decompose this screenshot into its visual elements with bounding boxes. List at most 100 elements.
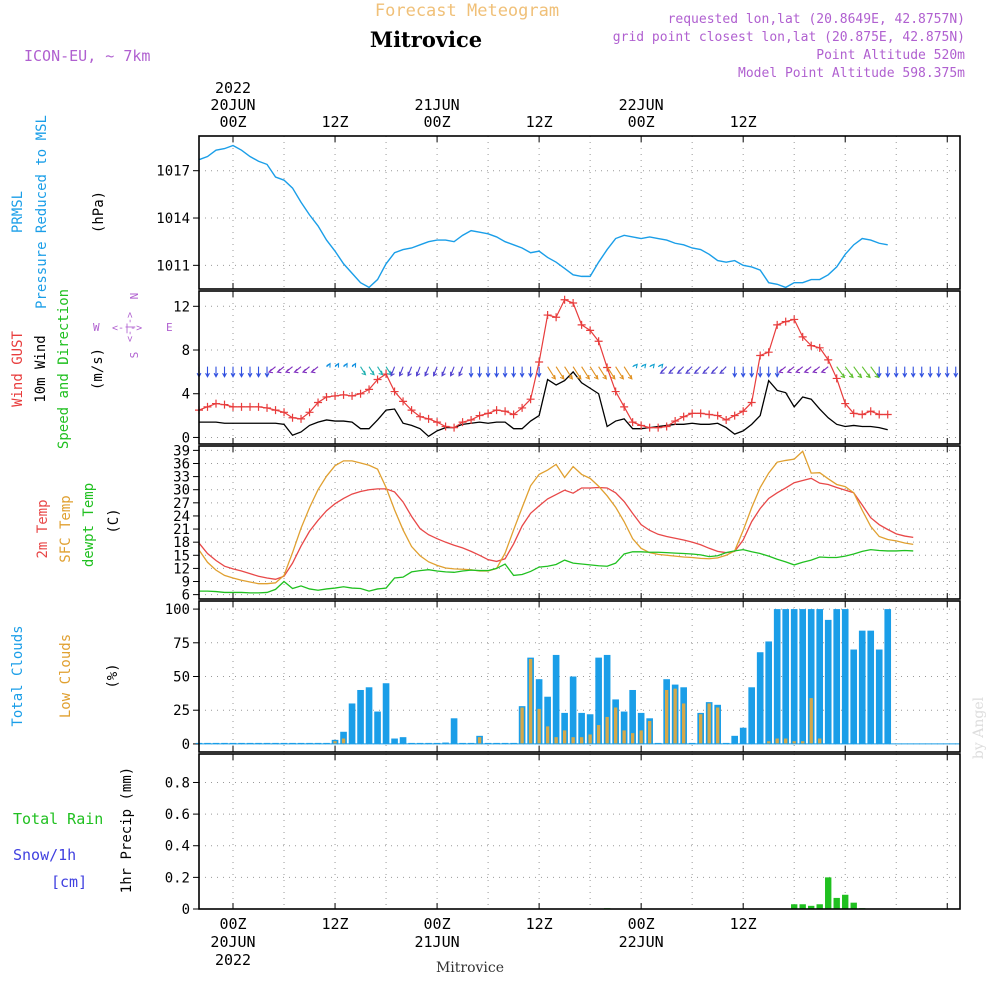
- wind-direction-arrow: [657, 363, 664, 369]
- y-tick-label: 6: [182, 588, 190, 604]
- wind-direction-arrow: [301, 366, 310, 374]
- grid-point-coords: grid point closest lon,lat (20.875E, 42.…: [613, 30, 965, 45]
- total-cloud-bar: [399, 737, 407, 744]
- total-cloud-bar: [875, 649, 883, 744]
- wind-direction-arrow: [511, 366, 517, 378]
- wind-direction-arrow: [293, 366, 302, 374]
- wind-direction-arrow: [424, 366, 430, 377]
- gust-marker: [433, 418, 442, 427]
- gust-marker: [620, 402, 629, 411]
- temp-line-1: [198, 450, 914, 585]
- wind-direction-arrow: [433, 366, 438, 377]
- total-cloud-bar: [731, 735, 738, 744]
- y-tick-label: 0.4: [165, 839, 190, 855]
- gust-marker: [883, 410, 892, 419]
- wind-direction-arrow: [749, 366, 755, 378]
- wind-direction-arrow: [256, 366, 261, 378]
- gust-marker: [730, 411, 739, 420]
- y-tick-label: 0.6: [165, 807, 190, 823]
- label-prmsl: PRMSL: [10, 191, 26, 233]
- total-cloud-bar: [544, 696, 551, 744]
- gust-marker: [756, 351, 765, 360]
- top-x-tick-label: 00Z: [219, 113, 246, 131]
- wind-direction-arrow: [812, 366, 821, 374]
- top-x-tick-label: 2022: [215, 79, 251, 97]
- low-cloud-bar: [784, 738, 788, 744]
- gust-marker: [866, 407, 875, 416]
- wind-direction-arrow: [276, 366, 285, 374]
- gust-marker: [373, 375, 382, 384]
- requested-coords: requested lon,lat (20.8649E, 42.8757N): [668, 12, 965, 27]
- wind-direction-arrow: [685, 366, 693, 374]
- wind-direction-arrow: [710, 366, 719, 374]
- low-cloud-bar: [605, 716, 609, 744]
- wind-direction-arrow: [351, 362, 357, 368]
- y-tick-label: 0: [182, 902, 190, 918]
- label-low-clouds: Low Clouds: [58, 634, 74, 718]
- wind-direction-arrow: [494, 366, 499, 378]
- top-x-tick-label: 21JUN: [415, 96, 460, 114]
- wind-direction-arrow: [927, 366, 933, 378]
- wind-direction-arrow: [519, 366, 525, 378]
- total-cloud-bar: [850, 649, 858, 744]
- wind-direction-arrow: [774, 366, 780, 378]
- wind-direction-arrow: [377, 366, 384, 376]
- wind-direction-arrow: [615, 366, 625, 380]
- gust-marker: [858, 410, 867, 419]
- rain-bar: [808, 905, 815, 909]
- wind-direction-arrow: [247, 366, 253, 378]
- compass-w: W: [93, 321, 100, 334]
- wind-direction-arrow: [485, 366, 491, 378]
- gust-marker: [237, 402, 246, 411]
- total-cloud-bar: [629, 689, 636, 744]
- panel-background: [199, 754, 960, 909]
- gust-marker: [518, 403, 527, 412]
- low-cloud-bar: [639, 730, 643, 744]
- gust-marker: [849, 409, 858, 418]
- wind-direction-arrow: [740, 366, 746, 378]
- top-x-tick-label: 00Z: [628, 113, 655, 131]
- low-cloud-bar: [818, 738, 822, 744]
- total-cloud-bar: [552, 654, 560, 744]
- rain-bar: [833, 897, 840, 909]
- y-tick-label: 9: [182, 575, 190, 591]
- top-x-tick-label: 22JUN: [619, 96, 664, 114]
- wind-direction-arrow: [719, 366, 727, 374]
- compass-we-arrow: <-|->: [112, 323, 142, 334]
- panel-frame: [198, 600, 961, 753]
- rain-bar: [816, 904, 823, 909]
- wind-direction-arrow: [820, 366, 829, 374]
- gust-marker: [790, 315, 799, 324]
- gust-marker: [263, 403, 272, 412]
- panel-background: [199, 136, 960, 289]
- top-x-tick-label: 12Z: [526, 113, 553, 131]
- total-cloud-bar: [561, 712, 568, 744]
- y-tick-label: 0.2: [165, 870, 190, 886]
- wind-direction-arrow: [885, 366, 891, 378]
- wind-direction-arrow: [778, 366, 787, 374]
- gust-marker: [637, 421, 646, 430]
- wind-direction-arrow: [598, 366, 608, 380]
- wind-direction-arrow: [640, 363, 647, 369]
- gust-marker: [407, 406, 416, 415]
- total-cloud-bar: [340, 731, 347, 744]
- wind-direction-arrow: [230, 366, 236, 378]
- wind-direction-arrow: [284, 366, 293, 374]
- wind-direction-arrow: [547, 366, 557, 380]
- gust-marker: [475, 411, 484, 420]
- wind-direction-arrow: [589, 366, 599, 380]
- low-cloud-bar: [571, 737, 575, 744]
- wind-direction-arrow: [407, 366, 413, 377]
- total-cloud-bar: [867, 630, 875, 744]
- y-tick-label: 0.8: [165, 775, 190, 791]
- gust-marker: [577, 320, 586, 329]
- low-cloud-bar: [716, 707, 720, 744]
- total-cloud-bar: [748, 687, 755, 744]
- total-cloud-bar: [603, 654, 611, 744]
- wind-direction-arrow: [458, 366, 464, 377]
- wind-direction-arrow: [876, 366, 882, 378]
- y-tick-label: 50: [173, 670, 190, 686]
- gust-marker: [628, 418, 637, 427]
- wind-direction-arrow: [623, 366, 633, 380]
- gust-marker: [288, 413, 297, 422]
